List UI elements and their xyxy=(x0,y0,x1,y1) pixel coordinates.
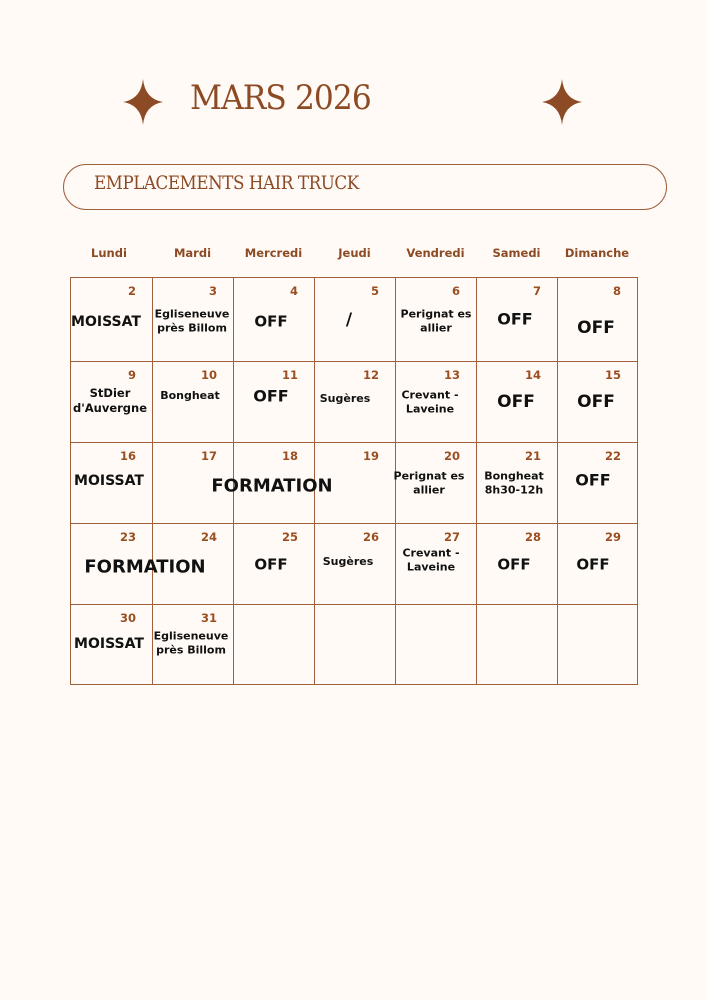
cell-location: MOISSAT xyxy=(71,313,141,330)
day-number: 2 xyxy=(127,284,136,298)
four-point-star-icon xyxy=(123,79,163,125)
day-number: 25 xyxy=(281,530,298,544)
weekday-header: Samedi xyxy=(492,246,541,260)
day-cell xyxy=(233,604,314,684)
weekday-header: Lundi xyxy=(91,246,127,260)
subtitle-banner: EMPLACEMENTS HAIR TRUCK xyxy=(63,164,667,210)
grid-line xyxy=(395,277,396,684)
cell-location: Perignat es allier xyxy=(400,307,472,335)
day-number: 27 xyxy=(443,530,460,544)
day-number: 9 xyxy=(127,368,136,382)
day-number: 13 xyxy=(443,368,460,382)
day-number: 8 xyxy=(612,284,621,298)
cell-location: / xyxy=(345,309,353,330)
grid-line xyxy=(70,684,638,685)
grid-line xyxy=(557,277,558,684)
day-number: 4 xyxy=(289,284,298,298)
weekday-header: Mardi xyxy=(173,246,212,260)
day-number: 14 xyxy=(524,368,541,382)
grid-line xyxy=(70,523,638,524)
grid-line xyxy=(152,277,153,684)
day-number: 31 xyxy=(200,611,217,625)
grid-line xyxy=(70,277,71,684)
day-number: 19 xyxy=(362,449,379,463)
day-number: 26 xyxy=(362,530,379,544)
cell-location: Crevant - Laveine xyxy=(402,546,460,574)
cell-location: OFF xyxy=(575,470,611,490)
day-number: 21 xyxy=(524,449,541,463)
cell-location: Sugères xyxy=(322,554,374,568)
day-number: 24 xyxy=(200,530,217,544)
cell-location: OFF xyxy=(497,555,531,574)
cell-location: OFF xyxy=(254,555,288,574)
day-cell xyxy=(314,604,395,684)
grid-line xyxy=(70,442,638,443)
grid-line xyxy=(70,277,638,278)
weekday-header: Mercredi xyxy=(244,246,303,260)
four-point-star-icon xyxy=(542,79,582,125)
day-number: 10 xyxy=(200,368,217,382)
day-number: 3 xyxy=(208,284,217,298)
formation-label: FORMATION xyxy=(211,475,333,497)
grid-line xyxy=(233,277,234,684)
day-number: 22 xyxy=(604,449,621,463)
grid-line xyxy=(70,604,638,605)
day-number: 20 xyxy=(443,449,460,463)
cell-location: Bongheat xyxy=(160,388,220,402)
day-number: 28 xyxy=(524,530,541,544)
day-number: 23 xyxy=(119,530,136,544)
cell-location: OFF xyxy=(576,555,610,574)
cell-location: OFF xyxy=(254,312,288,331)
day-number: 7 xyxy=(532,284,541,298)
cell-location: Perignat es allier xyxy=(393,469,465,497)
cell-location: OFF xyxy=(577,317,615,338)
cell-location: Crevant - Laveine xyxy=(401,388,459,416)
subtitle: EMPLACEMENTS HAIR TRUCK xyxy=(94,172,359,194)
day-cell xyxy=(395,604,476,684)
day-number: 18 xyxy=(281,449,298,463)
grid-line xyxy=(476,277,477,684)
cell-location: StDier d'Auvergne xyxy=(72,386,148,415)
cell-location: Sugères xyxy=(319,391,371,405)
cell-location: MOISSAT xyxy=(74,472,144,489)
grid-line xyxy=(637,277,638,684)
cell-location: OFF xyxy=(253,386,289,406)
day-number: 30 xyxy=(119,611,136,625)
formation-label: FORMATION xyxy=(84,556,206,578)
day-number: 12 xyxy=(362,368,379,382)
day-number: 29 xyxy=(604,530,621,544)
day-cell xyxy=(476,604,557,684)
weekday-header: Dimanche xyxy=(564,246,630,260)
day-number: 15 xyxy=(604,368,621,382)
cell-location: OFF xyxy=(497,391,535,412)
grid-line xyxy=(70,361,638,362)
weekday-header: Jeudi xyxy=(338,246,371,260)
day-cell xyxy=(557,604,637,684)
day-number: 6 xyxy=(451,284,460,298)
day-number: 5 xyxy=(370,284,379,298)
cell-location: Egliseneuve près Billom xyxy=(153,629,229,657)
cell-location: Bongheat 8h30-12h xyxy=(484,469,544,497)
day-number: 17 xyxy=(200,449,217,463)
weekday-header: Vendredi xyxy=(406,246,465,260)
day-number: 11 xyxy=(281,368,298,382)
cell-location: Egliseneuve près Billom xyxy=(154,307,230,335)
cell-location: OFF xyxy=(497,309,533,329)
day-number: 16 xyxy=(119,449,136,463)
cell-location: OFF xyxy=(577,391,615,412)
cell-location: MOISSAT xyxy=(74,635,144,652)
grid-line xyxy=(314,277,315,684)
page-title: MARS 2026 xyxy=(190,78,372,118)
